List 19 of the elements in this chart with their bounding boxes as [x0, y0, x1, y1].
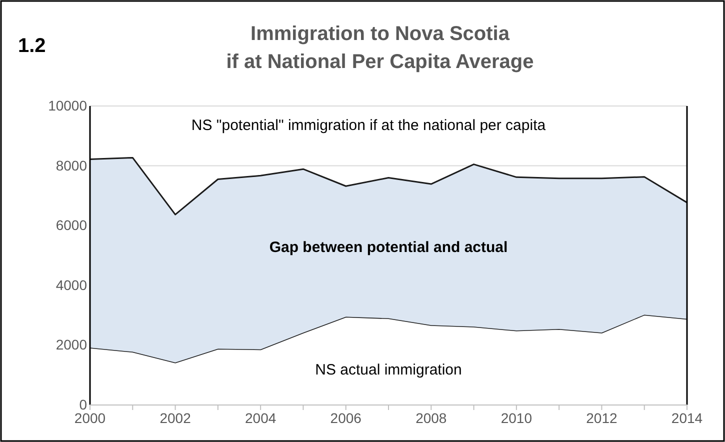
- x-tick-label: 2006: [330, 410, 362, 426]
- x-tick-label: 2010: [500, 410, 532, 426]
- y-tick-label: 6000: [56, 217, 88, 234]
- chart-title: Immigration to Nova Scotia if at National Per Capita Average: [226, 23, 534, 73]
- series-label: NS actual immigration: [315, 361, 462, 378]
- y-tick-label: 8000: [56, 157, 88, 174]
- x-tick-label: 2000: [74, 410, 106, 426]
- x-tick-label: 2014: [671, 410, 703, 426]
- series-label: Gap between potential and actual: [269, 238, 508, 256]
- text: 1.2: [18, 35, 46, 57]
- y-tick-label: 0: [79, 396, 88, 412]
- x-tick-label: 2004: [244, 410, 276, 426]
- x-tick-label: 2008: [416, 410, 447, 426]
- annotation: NS "potential" immigration if at the national per capita: [191, 117, 546, 134]
- y-tick-label: 2000: [56, 336, 88, 353]
- x-tick-label: 2002: [160, 410, 192, 426]
- y-tick-label: 4000: [56, 276, 88, 293]
- x-tick-label: 2012: [586, 410, 618, 426]
- y-tick-label: 10000: [48, 97, 88, 114]
